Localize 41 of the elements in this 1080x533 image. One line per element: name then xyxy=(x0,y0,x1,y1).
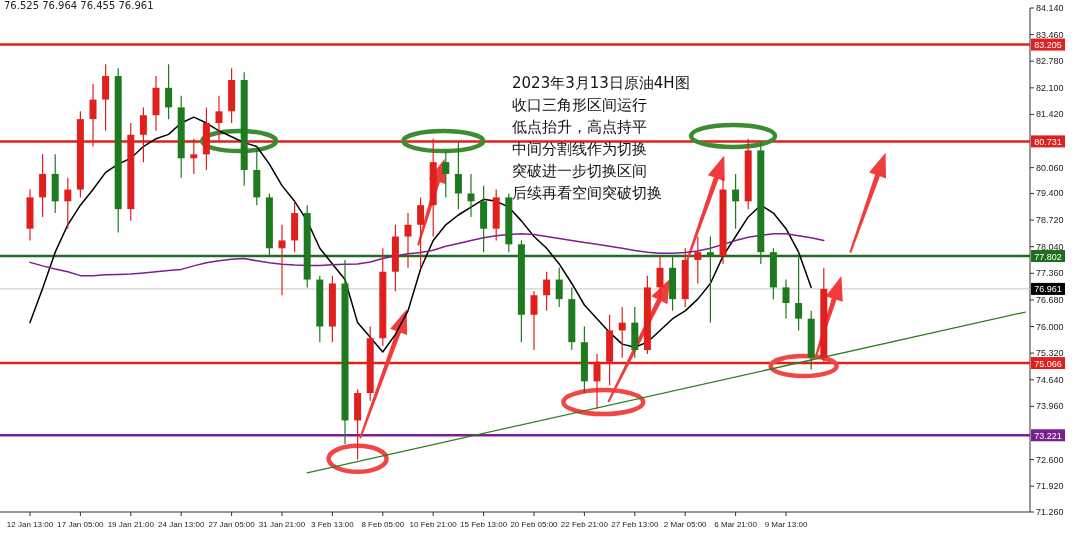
y-tick-label: 76.000 xyxy=(1036,321,1064,332)
y-tick-label: 78.720 xyxy=(1036,215,1064,226)
annotation: 收口三角形区间运行 xyxy=(512,96,647,114)
annotation: 低点抬升，高点持平 xyxy=(512,118,647,136)
x-tick-label: 27 Feb 13:00 xyxy=(611,520,659,529)
x-tick-label: 17 Jan 05:00 xyxy=(57,520,105,529)
x-tick-label: 9 Mar 13:00 xyxy=(764,520,808,529)
x-tick-label: 3 Feb 13:00 xyxy=(311,520,355,529)
y-tick-label: 80.060 xyxy=(1036,162,1064,173)
y-tick-label: 79.400 xyxy=(1036,188,1064,199)
annotation: 2023年3月13日原油4H图 xyxy=(512,74,690,92)
y-tick-label: 73.960 xyxy=(1036,401,1064,412)
x-tick-label: 12 Jan 13:00 xyxy=(6,520,54,529)
x-tick-label: 10 Feb 21:00 xyxy=(409,520,458,529)
y-tick-label: 78.040 xyxy=(1036,241,1064,252)
x-tick-label: 27 Jan 05:00 xyxy=(208,520,256,529)
x-tick-label: 8 Feb 05:00 xyxy=(361,520,405,529)
x-tick-label: 22 Feb 21:00 xyxy=(560,520,609,529)
x-tick-label: 19 Jan 21:00 xyxy=(107,520,155,529)
annotation: 后续再看空间突破切换 xyxy=(512,184,662,202)
y-tick-label: 77.360 xyxy=(1036,268,1064,279)
x-tick-label: 15 Feb 13:00 xyxy=(460,520,508,529)
y-tick-label: 76.680 xyxy=(1036,294,1064,305)
y-tick-label: 82.780 xyxy=(1036,56,1064,67)
y-tick-label: 81.420 xyxy=(1036,109,1064,120)
x-tick-label: 6 Mar 21:00 xyxy=(714,520,758,529)
annotation: 突破进一步切换区间 xyxy=(512,162,647,180)
x-tick-label: 20 Feb 05:00 xyxy=(510,520,559,529)
x-tick-label: 2 Mar 05:00 xyxy=(663,520,708,529)
y-tick-label: 84.140 xyxy=(1036,3,1064,13)
annotation: 76.525 76.964 76.455 76.961 xyxy=(4,0,154,11)
annotation: 中间分割线作为切换 xyxy=(512,140,647,158)
y-tick-label: 74.640 xyxy=(1036,374,1064,385)
y-tick-label: 82.100 xyxy=(1036,82,1064,93)
y-tick-label: 71.260 xyxy=(1036,507,1064,517)
x-tick-label: 24 Jan 13:00 xyxy=(158,520,205,529)
x-tick-label: 31 Jan 21:00 xyxy=(258,520,306,529)
y-tick-label: 72.600 xyxy=(1036,454,1064,465)
y-tick-label: 75.320 xyxy=(1036,348,1064,359)
y-tick-label: 71.920 xyxy=(1036,481,1064,492)
y-tick-label: 83.460 xyxy=(1036,29,1064,40)
